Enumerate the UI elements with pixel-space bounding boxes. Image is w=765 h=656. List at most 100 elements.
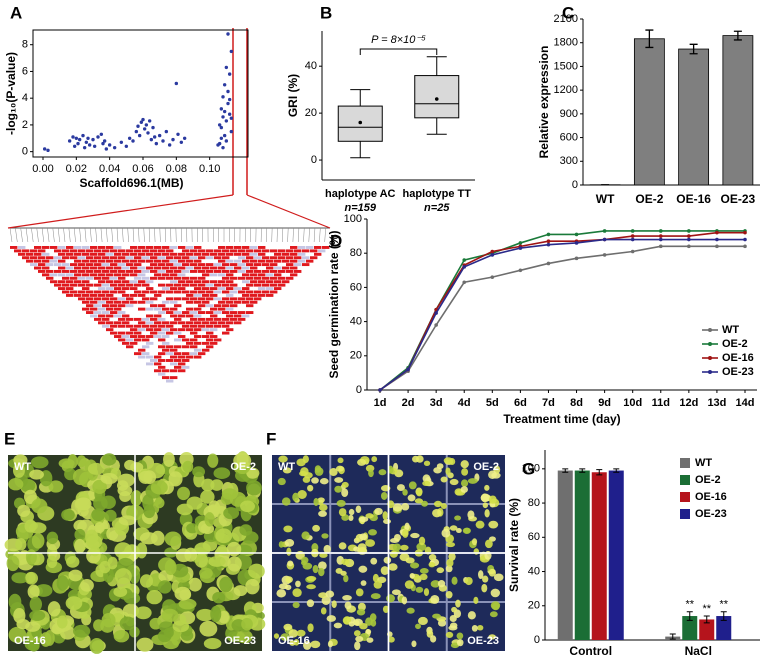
seedling <box>307 623 314 633</box>
ld-cell <box>150 249 158 253</box>
ld-cell <box>182 331 190 335</box>
seedling <box>467 510 475 520</box>
ld-cell <box>66 273 74 277</box>
seedling <box>240 500 255 513</box>
seedling <box>68 569 83 582</box>
ld-cell <box>74 252 82 256</box>
ld-cell <box>166 338 174 342</box>
marker <box>574 256 579 261</box>
ld-cell <box>270 256 278 260</box>
seedling <box>478 570 484 580</box>
ld-tick <box>31 227 34 243</box>
legend-marker <box>708 356 712 360</box>
legend-label: WT <box>695 457 712 469</box>
ld-cell <box>138 273 146 277</box>
seedling <box>196 608 215 622</box>
seedling <box>307 484 314 492</box>
seedling <box>280 633 290 641</box>
ld-cell <box>110 249 118 253</box>
seedling <box>400 544 409 551</box>
ld-tick <box>41 227 45 243</box>
ld-cell <box>94 311 102 314</box>
seedling <box>370 557 378 565</box>
seedling <box>296 458 306 467</box>
seedling <box>161 608 179 622</box>
seedling <box>30 456 49 469</box>
seedling <box>334 477 344 483</box>
seedling <box>341 488 349 497</box>
ld-cell <box>278 269 286 273</box>
ld-cell <box>214 297 222 301</box>
photo-label: OE-16 <box>14 635 46 647</box>
ld-cell <box>150 324 158 328</box>
ld-cell <box>298 252 306 256</box>
point <box>77 137 82 142</box>
ld-tick <box>308 227 310 243</box>
ld-cell <box>118 263 126 267</box>
ld-cell <box>314 252 322 256</box>
ld-cell <box>142 317 150 321</box>
ld-cell <box>174 331 182 335</box>
ld-cell <box>166 352 174 356</box>
ld-cell <box>242 266 250 270</box>
seedling <box>325 590 335 598</box>
ld-cell <box>82 266 90 270</box>
seedling <box>415 623 421 630</box>
seedling <box>323 544 331 554</box>
ld-cell <box>118 256 126 260</box>
seedling <box>101 613 116 628</box>
ld-cell <box>182 276 190 280</box>
seedling <box>430 594 440 604</box>
ld-cell <box>230 317 238 321</box>
point <box>86 136 90 140</box>
ld-cell <box>202 321 210 325</box>
seedling <box>86 535 103 549</box>
seedling <box>401 596 408 605</box>
y-tick-label: 40 <box>350 316 362 328</box>
ld-cell <box>18 246 26 249</box>
ld-cell <box>174 297 182 301</box>
marker <box>462 258 467 262</box>
ld-cell <box>102 304 110 308</box>
ld-tick <box>68 227 71 243</box>
ld-cell <box>270 283 278 287</box>
ld-cell <box>134 297 142 301</box>
ld-cell <box>110 297 118 301</box>
ld-cell <box>170 293 178 297</box>
ld-cell <box>154 362 162 366</box>
ld-cell <box>226 314 234 318</box>
ld-cell <box>238 304 246 308</box>
seedling <box>149 617 162 630</box>
ld-cell <box>190 283 198 287</box>
ld-cell <box>210 293 218 297</box>
y-tick-label: 20 <box>350 350 362 362</box>
ld-cell <box>138 355 146 359</box>
seedling <box>157 580 172 594</box>
ld-cell <box>186 307 194 311</box>
seedling <box>226 541 242 557</box>
point <box>229 129 234 134</box>
ld-cell <box>102 283 110 287</box>
point <box>99 132 104 136</box>
point <box>107 143 112 147</box>
ld-cell <box>106 252 114 256</box>
seedling <box>409 573 415 579</box>
ld-cell <box>142 249 150 253</box>
marker <box>715 244 719 249</box>
ld-cell <box>278 263 286 267</box>
seedling <box>473 596 479 605</box>
ld-cell <box>246 311 254 314</box>
seedling <box>368 529 377 536</box>
seedling <box>178 598 197 610</box>
ld-tick <box>73 227 76 243</box>
ld-tick <box>159 227 161 243</box>
ld-cell <box>286 276 294 280</box>
ld-cell <box>110 283 118 287</box>
ld-cell <box>46 276 54 280</box>
ld-cell <box>86 256 94 260</box>
y-tick-label: 20 <box>305 107 317 119</box>
ld-cell <box>110 263 118 267</box>
ld-cell <box>234 293 242 297</box>
seedling <box>6 555 20 572</box>
x-tick-label: haplotype TT <box>403 188 472 200</box>
